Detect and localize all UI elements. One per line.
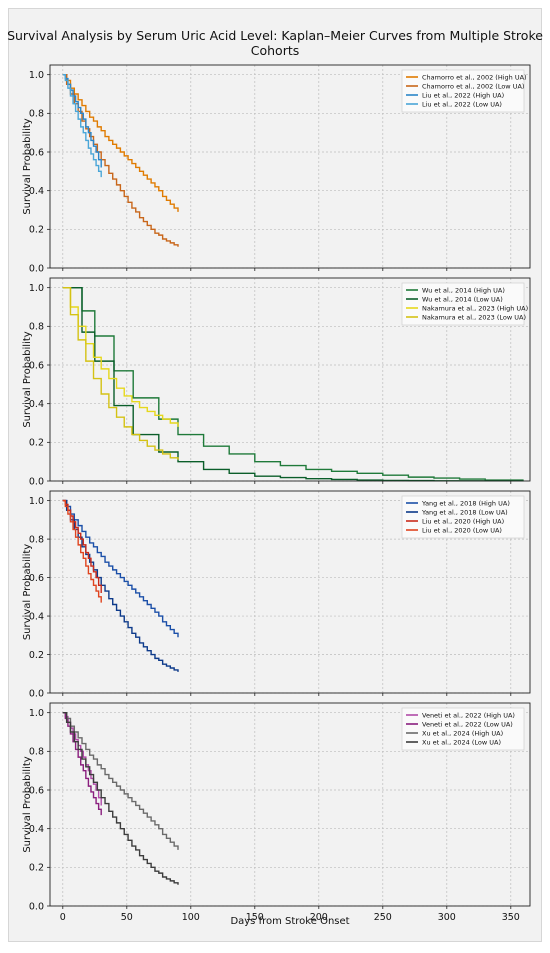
- y-tick-label: 1.0: [29, 70, 44, 81]
- y-axis-label: Survival Probability: [22, 118, 33, 214]
- y-tick-label: 0.4: [29, 824, 44, 835]
- y-tick-label: 0.8: [29, 109, 44, 120]
- y-tick-label: 1.0: [29, 496, 44, 507]
- y-tick-label: 0.8: [29, 322, 44, 333]
- series-line-2: [62, 499, 179, 672]
- legend-label: Liu et al., 2020 (High UA): [422, 517, 504, 525]
- chart-panel-1: 0.0 0.2 0.4 0.6 0.8 1.0 Survival Probability Ch…: [22, 64, 531, 274]
- series-line-3: [62, 286, 179, 427]
- series-line-2: [62, 73, 179, 247]
- series-line-1: [62, 499, 179, 638]
- x-tick-label: 50: [121, 912, 133, 923]
- y-tick-label: 0.2: [29, 863, 44, 874]
- legend-box: [401, 707, 525, 751]
- y-tick-label: 0.0: [29, 688, 44, 699]
- y-tick-label: 0.0: [29, 901, 44, 912]
- y-tick-label: 0.0: [29, 476, 44, 487]
- y-tick-label: 0.2: [29, 225, 44, 236]
- legend-label: Xu et al., 2024 (Low UA): [422, 738, 501, 746]
- series-line-1: [62, 73, 179, 212]
- legend-label: Nakamura et al., 2023 (Low UA): [422, 313, 526, 321]
- legend: Yang et al., 2018 (High UA)Yang et al., …: [401, 495, 525, 539]
- y-axis-label: Survival Probability: [22, 544, 33, 640]
- chart-panel-4: 0.0 0.2 0.4 0.6 0.8 1.0 0 50 100 150 200 250 300 350 S…: [22, 702, 531, 927]
- series-line-4: [62, 286, 179, 460]
- y-tick-label: 0.6: [29, 785, 44, 796]
- y-tick-label: 1.0: [29, 283, 44, 294]
- x-tick-label: 300: [438, 912, 456, 923]
- series-line-3: [62, 711, 179, 850]
- y-axis-label: Survival Probability: [22, 331, 33, 427]
- x-tick-label: 150: [246, 912, 264, 923]
- legend-box: [401, 69, 525, 113]
- chart-panel-3: 0.0 0.2 0.4 0.6 0.8 1.0 Survival Probability Ya…: [22, 490, 531, 699]
- legend-label: Chamorro et al., 2002 (Low UA): [422, 82, 524, 90]
- legend-label: Chamorro et al., 2002 (High UA): [422, 73, 527, 81]
- legend-label: Wu et al., 2014 (Low UA): [422, 295, 503, 303]
- legend-label: Nakamura et al., 2023 (High UA): [422, 304, 528, 312]
- axes-frame: [49, 64, 531, 269]
- series-line-3: [62, 499, 102, 593]
- x-axis-label: Days from Stroke Onset: [230, 916, 349, 927]
- y-tick-label: 0.0: [29, 263, 44, 274]
- legend-label: Liu et al., 2022 (Low UA): [422, 100, 502, 108]
- legend: Wu et al., 2014 (High UA)Wu et al., 2014…: [401, 282, 528, 326]
- series-line-4: [62, 499, 102, 603]
- y-tick-label: 0.4: [29, 186, 44, 197]
- legend-label: Yang et al., 2018 (Low UA): [421, 508, 508, 516]
- x-tick-label: 0: [60, 912, 66, 923]
- y-tick-label: 0.8: [29, 534, 44, 545]
- legend: Veneti et al., 2022 (High UA)Veneti et a…: [401, 707, 525, 751]
- chart-panel-2: 0.0 0.2 0.4 0.6 0.8 1.0 Survival Probability Wu…: [22, 277, 531, 487]
- y-axis-label: Survival Probability: [22, 756, 33, 852]
- y-tick-label: 0.2: [29, 650, 44, 661]
- y-tick-label: 0.4: [29, 399, 44, 410]
- x-tick-label: 250: [374, 912, 392, 923]
- legend-label: Liu et al., 2022 (High UA): [422, 91, 504, 99]
- series-line-3: [62, 73, 102, 168]
- legend-label: Wu et al., 2014 (High UA): [422, 286, 505, 294]
- series-line-4: [62, 73, 102, 178]
- y-tick-label: 1.0: [29, 708, 44, 719]
- legend-label: Xu et al., 2024 (High UA): [422, 729, 503, 737]
- legend-label: Yang et al., 2018 (High UA): [421, 499, 510, 507]
- x-tick-label: 350: [502, 912, 520, 923]
- y-tick-label: 0.4: [29, 611, 44, 622]
- figure-title: Survival Analysis by Serum Uric Acid Lev…: [7, 28, 543, 58]
- legend-box: [401, 495, 525, 539]
- y-tick-label: 0.8: [29, 747, 44, 758]
- series-line-4: [62, 711, 179, 885]
- y-tick-label: 0.6: [29, 147, 44, 158]
- axes-frame: [49, 702, 531, 907]
- legend-label: Liu et al., 2020 (Low UA): [422, 526, 502, 534]
- x-tick-label: 100: [182, 912, 200, 923]
- y-tick-label: 0.6: [29, 573, 44, 584]
- y-tick-label: 0.6: [29, 360, 44, 371]
- legend-box: [401, 282, 525, 326]
- legend-label: Veneti et al., 2022 (Low UA): [422, 720, 513, 728]
- y-tick-label: 0.2: [29, 438, 44, 449]
- legend-label: Veneti et al., 2022 (High UA): [422, 711, 515, 719]
- axes-frame: [49, 490, 531, 694]
- series-line-2: [62, 286, 524, 482]
- series-line-1: [62, 286, 524, 481]
- legend: Chamorro et al., 2002 (High UA)Chamorro …: [401, 69, 527, 113]
- x-tick-label: 200: [310, 912, 328, 923]
- axes-frame: [49, 277, 531, 482]
